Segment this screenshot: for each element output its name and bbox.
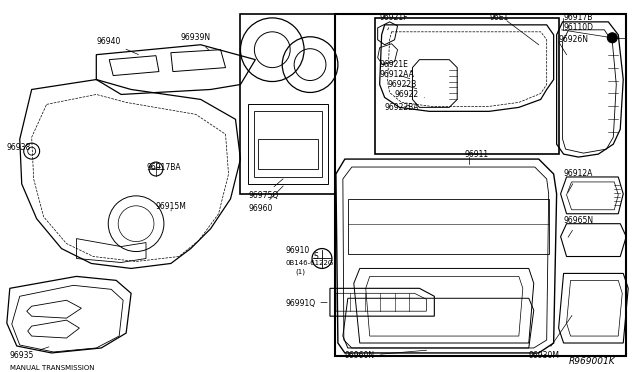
Text: MANUAL TRANSMISSION: MANUAL TRANSMISSION — [10, 365, 94, 371]
Text: 96938: 96938 — [7, 142, 31, 152]
Circle shape — [607, 33, 617, 43]
Text: 96926N: 96926N — [559, 35, 589, 44]
Text: 96922: 96922 — [395, 90, 424, 99]
Text: 96917B: 96917B — [564, 13, 593, 22]
Text: 96930M: 96930M — [529, 315, 572, 360]
Text: 0B146-6122G: 0B146-6122G — [285, 260, 333, 266]
Text: 96912A: 96912A — [564, 170, 593, 192]
Text: 96939N: 96939N — [181, 33, 211, 50]
Text: 96922B: 96922B — [388, 80, 417, 89]
Text: 96E1: 96E1 — [489, 13, 508, 22]
Text: 96917BA: 96917BA — [146, 163, 180, 171]
Text: 96965N: 96965N — [564, 216, 594, 237]
Text: 96915M: 96915M — [156, 202, 187, 211]
Text: 96935: 96935 — [10, 347, 49, 360]
Text: 96921F: 96921F — [380, 13, 408, 30]
Text: 96960: 96960 — [248, 186, 284, 213]
Text: (1): (1) — [295, 268, 305, 275]
Text: S: S — [314, 252, 318, 261]
Text: 96912AA: 96912AA — [380, 70, 415, 79]
Text: 96910: 96910 — [285, 246, 316, 256]
Text: 96110D: 96110D — [564, 23, 593, 32]
Text: 96940: 96940 — [96, 37, 138, 55]
Text: 96921E: 96921E — [380, 60, 412, 71]
Text: 96991Q: 96991Q — [285, 299, 327, 308]
Text: 96911: 96911 — [464, 150, 488, 158]
Text: 96975Q: 96975Q — [248, 179, 283, 201]
Text: 96960N: 96960N — [345, 350, 427, 360]
Text: R969001K: R969001K — [568, 357, 615, 366]
Text: 96922BA: 96922BA — [385, 103, 419, 112]
